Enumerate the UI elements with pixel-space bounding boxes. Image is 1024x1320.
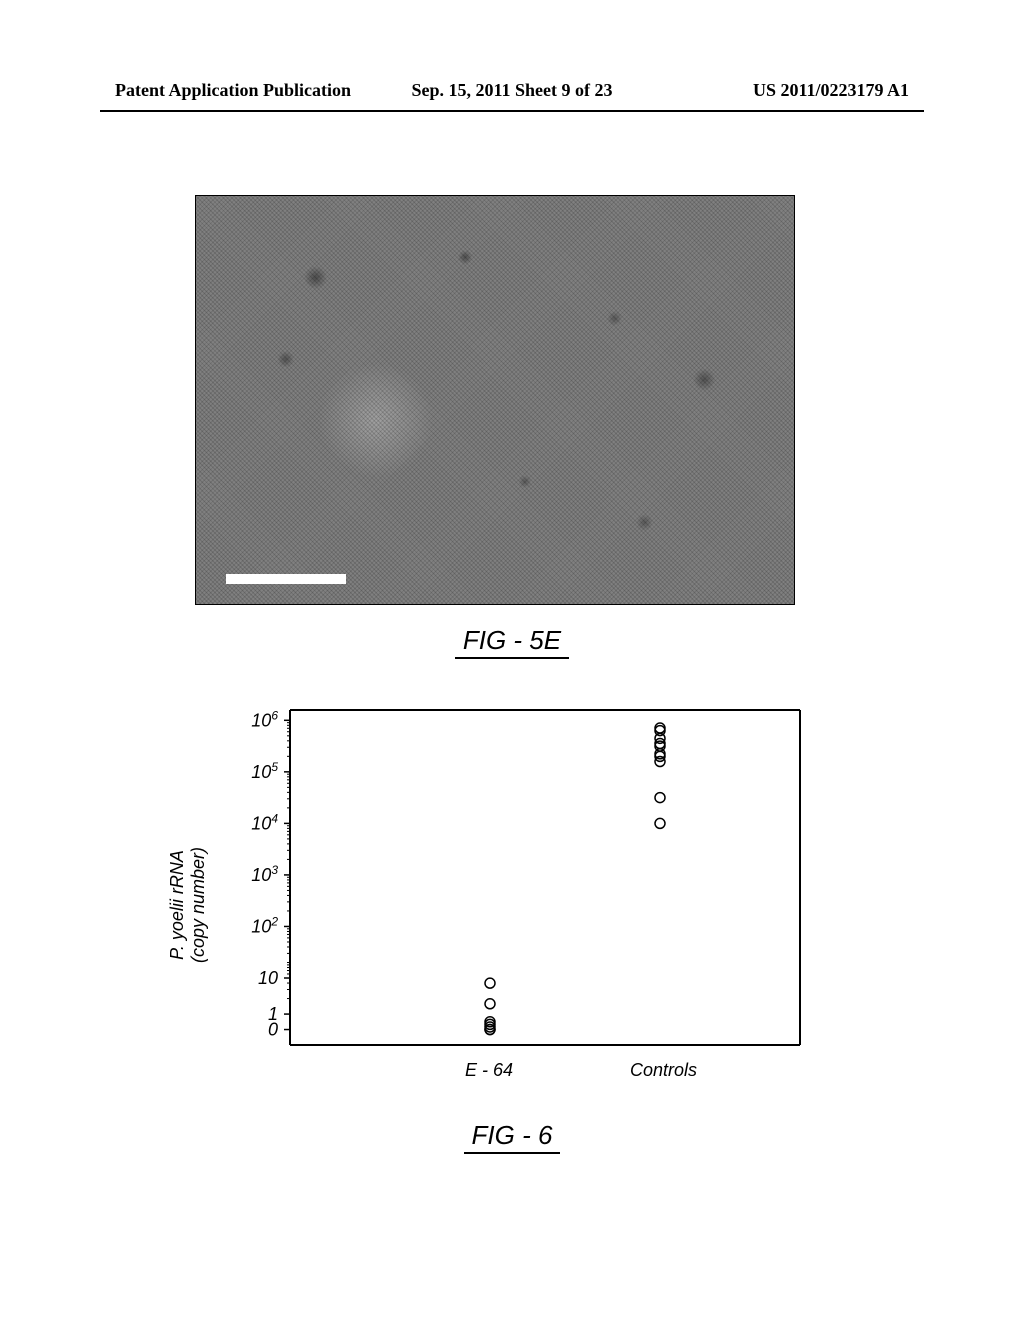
- x-label-controls: Controls: [630, 1060, 697, 1081]
- svg-text:102: 102: [251, 914, 278, 936]
- x-label-e64: E - 64: [465, 1060, 513, 1081]
- scale-bar: [226, 574, 346, 584]
- header-patent-number: US 2011/0223179 A1: [644, 80, 909, 101]
- y-axis-label: P. yoelii rRNA (copy number): [167, 847, 209, 963]
- header-date-sheet: Sep. 15, 2011 Sheet 9 of 23: [380, 80, 645, 101]
- page-header: Patent Application Publication Sep. 15, …: [0, 80, 1024, 101]
- svg-text:106: 106: [251, 708, 278, 730]
- figure-5e-label: FIG - 5E: [0, 625, 1024, 656]
- figure-5e-micrograph: [195, 195, 795, 605]
- header-rule: [100, 110, 924, 112]
- svg-text:10: 10: [258, 968, 278, 988]
- figure-6-chart: P. yoelii rRNA (copy number) 01101021031…: [190, 695, 830, 1115]
- chart-svg: 0110102103104105106: [190, 695, 830, 1115]
- header-publication-type: Patent Application Publication: [115, 80, 380, 101]
- svg-text:104: 104: [251, 811, 278, 833]
- svg-text:103: 103: [251, 863, 278, 885]
- svg-text:105: 105: [251, 760, 278, 782]
- svg-text:1: 1: [268, 1004, 278, 1024]
- figure-6-label: FIG - 6: [0, 1120, 1024, 1151]
